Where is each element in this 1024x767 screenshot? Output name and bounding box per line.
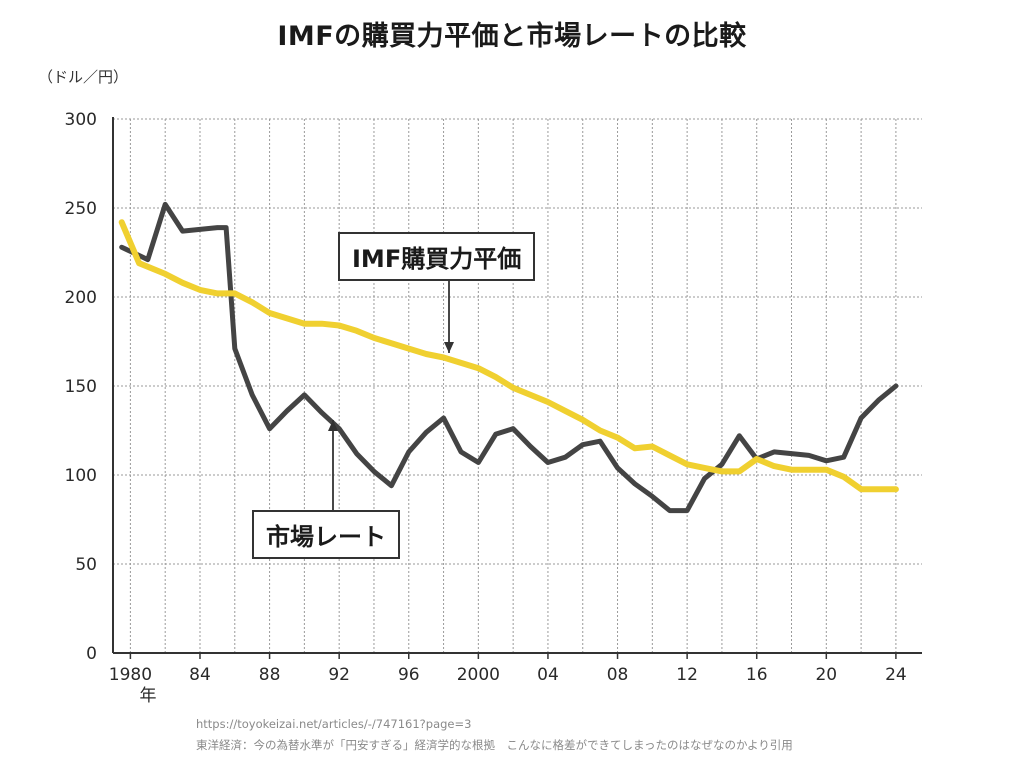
y-tick-label: 0 [86, 644, 97, 664]
y-tick-label: 300 [65, 110, 97, 130]
x-tick-label: 2000 [457, 665, 500, 685]
y-tick-label: 150 [65, 377, 97, 397]
x-tick-label: 12 [676, 665, 698, 685]
x-tick-label: 84 [189, 665, 211, 685]
y-tick-label: 200 [65, 288, 97, 308]
arrow-market-rate [328, 420, 338, 510]
x-tick-label: 20 [815, 665, 837, 685]
arrow-head [444, 342, 454, 353]
x-tick-label: 16 [746, 665, 768, 685]
annotation-imf-ppp: IMF購買力平価 [338, 232, 536, 281]
annotation-arrows [328, 274, 454, 510]
x-axis-ticks: 1980 84 88 92 96 2000 04 08 12 16 20 24 [109, 653, 907, 685]
x-tick-label: 88 [259, 665, 281, 685]
x-tick-label: 92 [328, 665, 350, 685]
series-lines [118, 201, 899, 514]
y-tick-label: 250 [65, 199, 97, 219]
source-citation: 東洋経済：今の為替水準が「円安すぎる」経済学的な根拠 こんなに格差ができてしまっ… [196, 738, 793, 752]
source-url: https://toyokeizai.net/articles/-/747161… [196, 717, 472, 731]
chart-title: IMFの購買力平価と市場レートの比較 [277, 21, 747, 52]
grid-lines [113, 118, 922, 653]
axes [112, 117, 922, 654]
y-axis-ticks: 0 50 100 150 200 250 300 [65, 110, 97, 664]
x-tick-label: 04 [537, 665, 559, 685]
x-tick-label: 24 [885, 665, 907, 685]
series-imf-ppp-line [118, 219, 899, 493]
arrow-head [328, 420, 338, 431]
series-market-rate-line [119, 201, 899, 514]
y-axis-unit-label: （ドル／円） [38, 68, 128, 86]
arrow-imf-ppp [444, 274, 454, 353]
x-tick-label: 08 [607, 665, 629, 685]
x-axis-unit-label: 年 [140, 686, 157, 706]
y-tick-label: 100 [65, 466, 97, 486]
x-tick-label: 1980 [109, 665, 152, 685]
x-tick-label: 96 [398, 665, 420, 685]
y-tick-label: 50 [75, 555, 97, 575]
annotation-market-rate: 市場レート [252, 510, 400, 559]
